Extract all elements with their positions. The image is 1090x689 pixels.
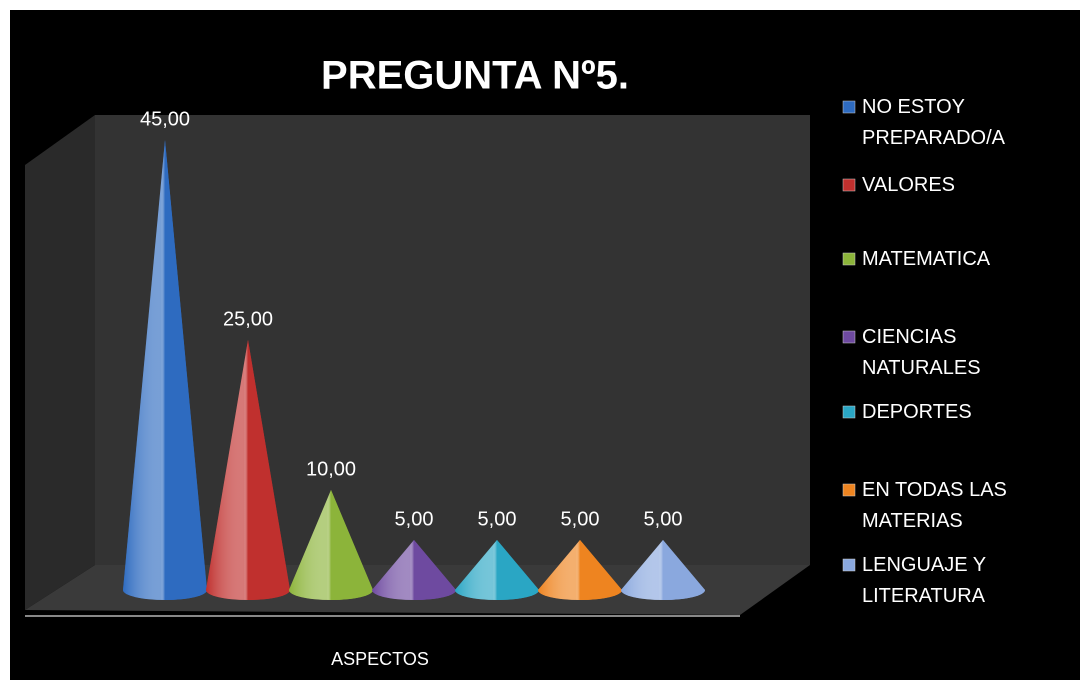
back-wall (95, 115, 810, 565)
data-label: 5,00 (644, 508, 683, 530)
data-label: 10,00 (306, 458, 356, 480)
legend-swatch (842, 100, 856, 114)
data-label: 25,00 (223, 308, 273, 330)
data-label: 45,00 (140, 108, 190, 130)
side-wall (25, 115, 95, 610)
legend-label: MATEMATICA (862, 248, 991, 270)
x-tick-label: ASPECTOS (331, 649, 429, 669)
legend-label: LENGUAJE Y LITERATURA (862, 554, 986, 607)
legend-swatch (842, 178, 856, 192)
legend-label: VALORES (862, 174, 955, 196)
data-label: 5,00 (395, 508, 434, 530)
legend-swatch (842, 405, 856, 419)
legend-label: CIENCIAS NATURALES (862, 326, 981, 379)
data-label: 5,00 (478, 508, 517, 530)
data-label: 5,00 (561, 508, 600, 530)
legend-swatch (842, 252, 856, 266)
legend-swatch (842, 330, 856, 344)
legend-swatch (842, 558, 856, 572)
legend-label: DEPORTES (862, 401, 972, 423)
chart-title: PREGUNTA Nº5. (321, 54, 629, 98)
legend-swatch (842, 483, 856, 497)
legend-label: NO ESTOY PREPARADO/A (862, 96, 1005, 149)
legend-label: EN TODAS LAS MATERIAS (862, 479, 1007, 532)
